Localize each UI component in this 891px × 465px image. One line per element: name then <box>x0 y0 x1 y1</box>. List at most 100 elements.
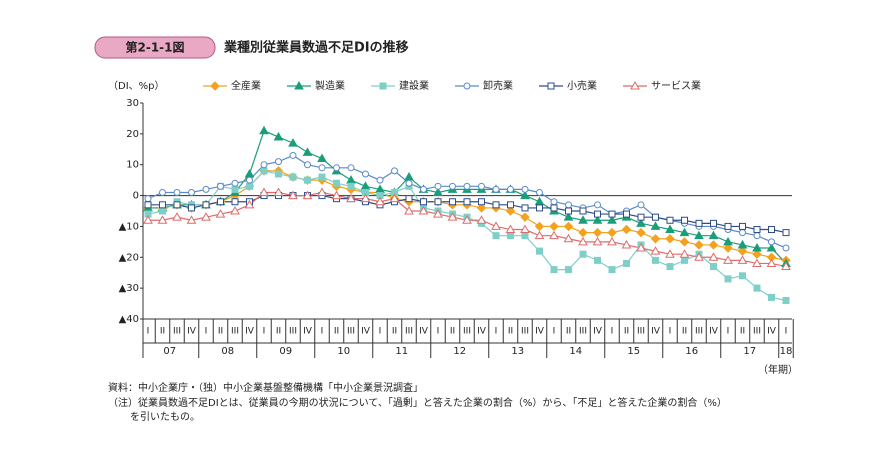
x-tick-label: II <box>450 327 455 337</box>
point <box>304 176 311 184</box>
point <box>521 204 529 212</box>
point <box>231 179 239 187</box>
point <box>333 179 340 187</box>
point <box>565 207 572 215</box>
x-tick-label: III <box>637 327 645 337</box>
point <box>244 199 255 209</box>
point <box>259 125 269 135</box>
point <box>492 185 500 193</box>
point <box>188 204 195 212</box>
year-label: 18 <box>780 346 793 357</box>
point <box>405 179 413 187</box>
point <box>463 198 471 206</box>
point <box>753 284 761 292</box>
point <box>768 238 775 246</box>
point <box>592 236 603 246</box>
note: を引いたもの。 <box>130 411 200 423</box>
point <box>681 256 688 264</box>
point <box>318 164 326 172</box>
point <box>492 232 500 240</box>
point <box>302 190 313 200</box>
point <box>230 205 240 215</box>
point <box>159 201 166 209</box>
point <box>346 193 356 203</box>
legend-label: 小売業 <box>567 79 597 92</box>
point <box>534 230 545 240</box>
point <box>768 293 775 301</box>
point <box>375 196 385 206</box>
chart-title: 業種別従業員数過不足DIの推移 <box>223 40 409 56</box>
point <box>550 204 558 212</box>
point <box>505 224 516 234</box>
point <box>665 224 675 234</box>
x-tick-label: I <box>321 327 324 337</box>
point <box>723 243 733 253</box>
x-tick-label: I <box>785 327 788 337</box>
point <box>737 246 748 256</box>
x-tick-label: I <box>495 327 498 337</box>
point <box>737 255 748 264</box>
x-tick-label: II <box>682 327 687 337</box>
y-tick-label: ▲20 <box>119 252 139 263</box>
y-tick-label: ▲40 <box>119 314 139 325</box>
x-tick-label: II <box>276 327 281 337</box>
point <box>607 215 617 224</box>
point <box>666 216 674 224</box>
x-tick-label: I <box>205 327 208 337</box>
point <box>737 239 748 249</box>
point <box>650 221 661 230</box>
point <box>752 258 762 267</box>
point <box>710 219 717 227</box>
x-tick-label: I <box>611 327 614 337</box>
point <box>578 227 588 238</box>
point <box>157 215 168 224</box>
point <box>695 219 703 227</box>
point <box>623 210 630 218</box>
point <box>186 215 197 224</box>
point <box>259 187 269 196</box>
point <box>360 193 371 203</box>
point <box>710 263 717 271</box>
point <box>782 229 790 237</box>
point <box>607 227 617 238</box>
y-tick-label: ▲30 <box>119 283 139 294</box>
point <box>650 246 661 255</box>
point <box>507 232 514 240</box>
legend-marker <box>630 80 640 90</box>
point <box>708 252 719 261</box>
y-axis-label: （DI、%p） <box>108 80 165 92</box>
point <box>491 221 501 230</box>
year-label: 13 <box>511 346 524 357</box>
x-tick-label: III <box>347 327 355 337</box>
x-tick-label: IV <box>303 327 313 337</box>
year-label: 15 <box>627 346 640 357</box>
x-tick-label: I <box>147 327 150 337</box>
point <box>418 205 429 215</box>
point <box>347 182 355 190</box>
legend-label: 建設業 <box>399 79 429 92</box>
year-label: 10 <box>337 346 350 357</box>
point <box>608 210 616 218</box>
point <box>143 215 153 224</box>
point <box>621 224 632 235</box>
point <box>360 181 371 190</box>
point <box>346 175 356 184</box>
point <box>608 266 616 274</box>
point <box>549 221 559 232</box>
point <box>447 212 458 221</box>
point <box>404 205 414 215</box>
note: 資料：中小企業庁・（独）中小企業基盤整備機構「中小企業景況調査」 <box>108 381 423 394</box>
point <box>724 275 732 283</box>
x-tick-label: I <box>669 327 672 337</box>
x-tick-label: I <box>379 327 382 337</box>
point <box>636 218 646 227</box>
x-tick-label: II <box>740 327 745 337</box>
point <box>520 212 530 222</box>
point <box>679 249 690 258</box>
legend-label: 製造業 <box>315 79 345 92</box>
year-label: 09 <box>279 346 292 357</box>
point <box>478 198 485 206</box>
point <box>724 222 732 230</box>
point <box>563 212 574 221</box>
point <box>244 168 255 178</box>
